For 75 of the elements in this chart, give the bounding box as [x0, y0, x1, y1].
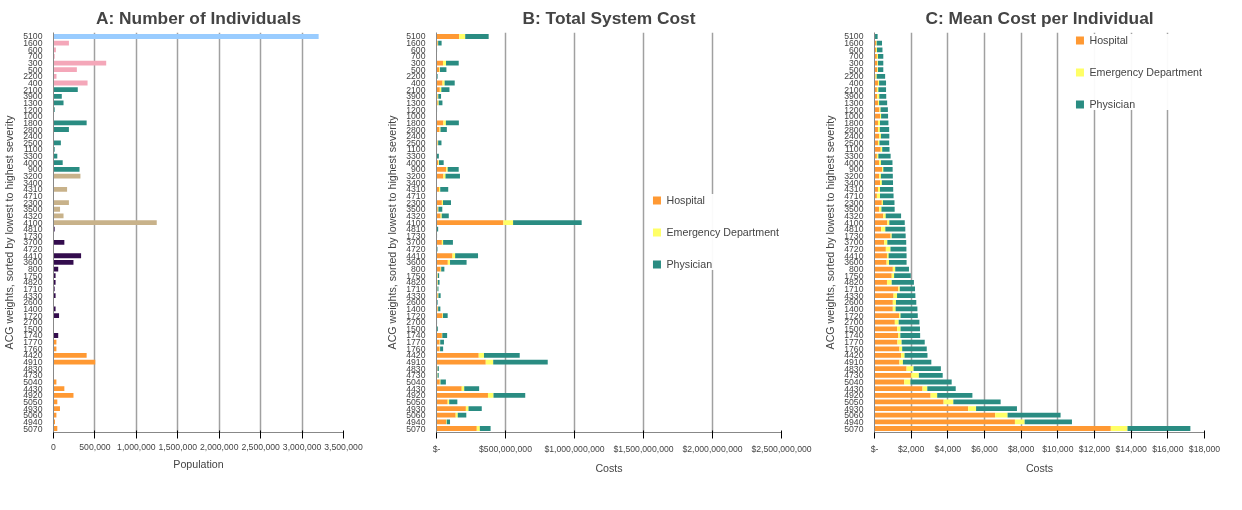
y-tick-label: 3700: [23, 237, 43, 248]
x-axis-title: Costs: [595, 461, 623, 474]
legend-label: Hospital: [1089, 34, 1128, 46]
x-tick-label: $2,500,000,000: [751, 443, 812, 454]
chart-title: A: Number of Individuals: [95, 7, 302, 28]
y-tick-label: 900: [28, 164, 43, 175]
x-tick-label: $6,000: [971, 443, 998, 454]
legend-label: Physician: [1089, 98, 1136, 110]
y-tick-label: 2200: [844, 71, 864, 82]
x-tick-label: 2,500,000: [241, 441, 281, 452]
chart-title: C: Mean Cost per Individual: [925, 7, 1154, 28]
y-tick-label: 4730: [23, 370, 43, 381]
x-tick-label: 2,000,000: [199, 441, 239, 452]
chart-title: B: Total System Cost: [522, 7, 696, 28]
x-tick-label: $16,000: [1152, 443, 1184, 454]
x-tick-label: 3,500,000: [324, 441, 363, 452]
y-tick-label: 5070: [23, 423, 43, 434]
x-tick-label: $4,000: [934, 443, 962, 454]
legend-label: Emergency Department: [666, 226, 779, 238]
x-axis-title: Costs: [1025, 461, 1054, 474]
y-tick-label: 700: [28, 51, 43, 62]
y-tick-label: 3600: [406, 257, 426, 268]
y-tick-label: 2200: [23, 71, 43, 82]
legend-label: Emergency Department: [1089, 66, 1202, 78]
x-tick-label: 0: [51, 441, 57, 452]
x-tick-label: $18,000: [1188, 443, 1221, 454]
x-tick-label: $12,000: [1078, 443, 1111, 454]
y-tick-label: 2800: [844, 124, 864, 135]
y-axis-title: ACG weights, sorted by lowest to highest severity: [3, 114, 16, 350]
x-tick-label: $1,000,000,000: [544, 443, 605, 454]
y-tick-label: 4730: [844, 370, 864, 381]
y-tick-label: 5100: [23, 31, 43, 42]
y-tick-label: 5100: [406, 31, 426, 42]
y-tick-label: 2800: [23, 124, 43, 135]
x-tick-label: 1,500,000: [158, 441, 198, 452]
y-tick-label: 900: [411, 164, 426, 175]
x-tick-label: $8,000: [1007, 443, 1035, 454]
y-tick-label: 700: [411, 51, 426, 62]
y-axis-title: ACG weights, sorted by lowest to highest severity: [824, 114, 837, 350]
x-tick-label: $2,000,000,000: [682, 443, 743, 454]
y-tick-label: 1100: [844, 144, 864, 155]
x-tick-label: $14,000: [1115, 443, 1147, 454]
y-tick-label: 2200: [406, 71, 426, 82]
y-tick-label: 3700: [844, 237, 864, 248]
y-axis-title: ACG weights, sorted by lowest to highest severity: [386, 114, 399, 350]
x-tick-label: $1,500,000,000: [613, 443, 674, 454]
x-tick-label: $2,000: [897, 443, 925, 454]
y-tick-label: 1100: [406, 144, 426, 155]
y-tick-label: 4420: [406, 350, 426, 361]
x-tick-label: $500,000,000: [479, 443, 533, 454]
y-tick-label: 3600: [844, 257, 864, 268]
y-tick-label: 4420: [23, 350, 43, 361]
y-tick-label: 1740: [844, 330, 864, 341]
x-axis-title: Population: [173, 457, 224, 470]
y-tick-label: 5070: [844, 423, 864, 434]
y-tick-label: 2800: [406, 124, 426, 135]
x-tick-label: 1,000,000: [117, 441, 156, 452]
y-tick-label: 4420: [844, 350, 864, 361]
legend-label: Physician: [666, 258, 713, 270]
y-tick-label: 700: [849, 51, 864, 62]
y-tick-label: 4730: [406, 370, 426, 381]
x-tick-label: 500,000: [79, 441, 111, 452]
y-tick-label: 1100: [23, 144, 43, 155]
y-tick-label: 900: [849, 164, 864, 175]
x-tick-label: 3,000,000: [282, 441, 322, 452]
x-tick-label: $-: [870, 443, 879, 454]
y-tick-label: 5070: [406, 423, 426, 434]
y-tick-label: 1740: [23, 330, 43, 341]
y-tick-label: 1740: [406, 330, 426, 341]
legend-label: Hospital: [666, 194, 705, 206]
y-tick-label: 5100: [844, 31, 864, 42]
x-tick-label: $-: [432, 443, 441, 454]
x-tick-label: $10,000: [1042, 443, 1074, 454]
y-tick-label: 3700: [406, 237, 426, 248]
y-tick-label: 3600: [23, 257, 43, 268]
